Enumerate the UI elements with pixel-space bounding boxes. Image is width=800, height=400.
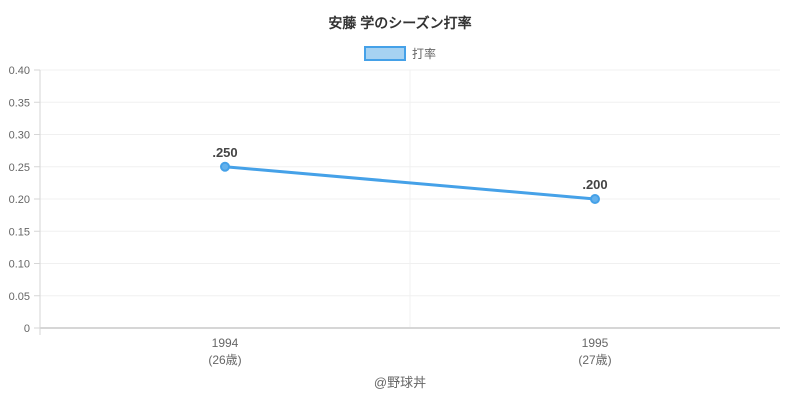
y-tick-label: 0.35 (9, 97, 30, 109)
series-line (223, 165, 597, 201)
legend-swatch (363, 46, 406, 61)
chart-title: 安藤 学のシーズン打率 (328, 15, 472, 31)
y-tick-label: 0 (24, 323, 30, 335)
data-point[interactable] (590, 194, 600, 204)
y-tick-label: 0.20 (9, 194, 30, 206)
x-tick-label-year: 1994 (212, 336, 239, 350)
footer-credit: @野球丼 (373, 375, 427, 390)
x-tick-label-age: (27歳) (578, 353, 611, 367)
y-tick-label: 0.05 (9, 291, 30, 303)
y-tick-label: 0.10 (9, 259, 30, 271)
y-tick-label: 0.25 (9, 162, 30, 174)
x-tick-label-age: (26歳) (208, 353, 241, 367)
y-tick-label: 0.40 (9, 65, 30, 77)
data-point-label: .200 (582, 177, 607, 192)
data-point[interactable] (220, 161, 230, 172)
legend-label: 打率 (411, 47, 436, 61)
x-tick-label-year: 1995 (582, 336, 609, 350)
y-tick-label: 0.30 (9, 130, 30, 142)
data-point-label: .250 (212, 145, 237, 160)
chart-legend[interactable]: 打率 (0, 45, 800, 62)
y-tick-label: 0.15 (9, 226, 30, 238)
